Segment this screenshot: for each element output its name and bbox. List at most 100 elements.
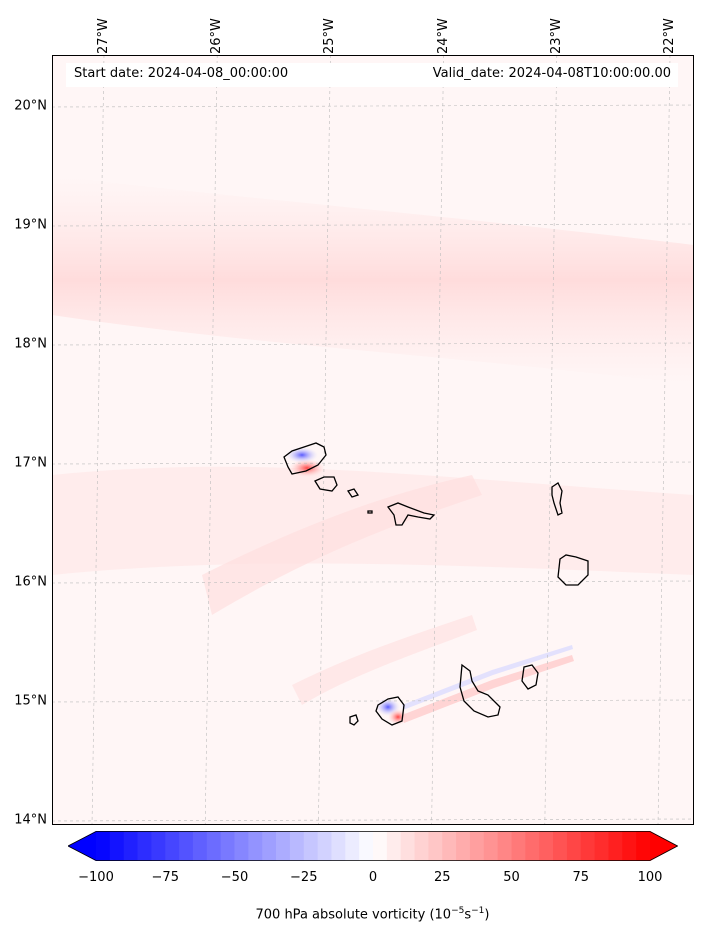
colorbar-segment <box>289 831 305 861</box>
island-santa-luzia <box>346 488 360 498</box>
colorbar-segment <box>456 831 471 861</box>
colorbar-outline <box>68 831 678 861</box>
vorticity-streak-1 <box>202 475 482 615</box>
dipole-red-north <box>289 459 325 477</box>
island-sal <box>551 482 563 516</box>
colorbar-segment <box>248 831 263 861</box>
lon-label: 22°W <box>662 18 677 54</box>
colorbar-segment <box>96 831 111 861</box>
lon-label: 27°W <box>96 18 111 54</box>
map-border <box>52 55 694 825</box>
colorbar-label-exp1: −5 <box>451 906 465 916</box>
colorbar-segment <box>359 831 374 861</box>
parallel-gridline <box>52 461 694 465</box>
colorbar-segment <box>137 831 152 861</box>
colorbar-segment <box>594 831 609 861</box>
start-date-label: Start date: 2024-04-08_00:00:00 <box>74 66 289 81</box>
colorbar-segment <box>165 831 180 861</box>
valid-date-label: Valid_date: 2024-04-08T10:00:00.00 <box>432 66 671 81</box>
colorbar-max-extend <box>650 831 678 861</box>
island-boa-vista <box>557 554 589 586</box>
coastlines <box>283 442 589 726</box>
colorbar-tick-label: 0 <box>368 870 378 885</box>
colorbar-label-mid: s <box>464 907 472 923</box>
island-maio <box>521 664 539 690</box>
island-sao-vicente <box>314 476 338 492</box>
parallel-gridline <box>52 342 694 346</box>
island-fogo <box>375 696 405 726</box>
colorbar-segment <box>497 831 512 861</box>
lat-label: 17°N <box>14 455 47 471</box>
colorbar-tick-label: −50 <box>220 870 249 885</box>
island-sao-nicolau <box>386 502 436 526</box>
colorbar-segment <box>483 831 499 861</box>
colorbar-segment <box>317 831 332 861</box>
parallel-gridline <box>52 223 694 227</box>
colorbar-tick-label: −75 <box>151 870 179 885</box>
colorbar <box>68 831 678 861</box>
colorbar-tick-label: −100 <box>78 870 114 885</box>
colorbar-segment <box>303 831 319 861</box>
island-santo-antao <box>283 442 327 475</box>
colorbar-segment <box>636 831 651 861</box>
colorbar-segment <box>566 831 582 861</box>
colorbar-segment <box>525 831 540 861</box>
colorbar-segment <box>373 831 388 861</box>
colorbar-segment <box>109 831 125 861</box>
parallel-gridline <box>52 104 694 108</box>
colorbar-segment <box>622 831 637 861</box>
vorticity-band-upper <box>52 175 694 385</box>
colorbar-segment <box>123 831 139 861</box>
meridian-gridline <box>204 55 218 825</box>
colorbar-segment <box>151 831 166 861</box>
colorbar-segment <box>220 831 235 861</box>
colorbar-segment <box>386 831 402 861</box>
colorbar-tick-label: 75 <box>572 870 590 885</box>
colorbar-segment <box>179 831 194 861</box>
lon-label: 26°W <box>209 18 225 54</box>
colorbar-segment <box>580 831 596 861</box>
colorbar-segment <box>539 831 554 861</box>
colorbar-segment <box>192 831 208 861</box>
lat-label: 15°N <box>14 693 47 709</box>
meridian-gridline <box>91 55 105 825</box>
lat-label: 14°N <box>14 812 47 828</box>
meridian-gridline <box>318 55 331 825</box>
colorbar-tick-label: −25 <box>290 870 318 885</box>
vorticity-streak-2 <box>292 615 477 705</box>
parallel-gridline <box>52 580 694 584</box>
colorbar-segment <box>414 831 429 861</box>
header-box <box>66 63 678 87</box>
map-panel <box>52 55 694 825</box>
colorbar-label-main: 700 hPa absolute vorticity (10 <box>255 907 452 923</box>
lon-label: 23°W <box>548 18 564 54</box>
colorbar-segment <box>400 831 416 861</box>
colorbar-segment <box>608 831 623 861</box>
lat-label: 20°N <box>14 98 47 114</box>
colorbar-label-exp2: −1 <box>471 906 485 916</box>
colorbar-segment <box>345 831 360 861</box>
colorbar-min-extend <box>68 831 96 861</box>
meridian-gridline <box>657 55 671 825</box>
lon-label: 25°W <box>322 18 338 54</box>
colorbar-segment <box>469 831 485 861</box>
parallel-gridline <box>52 818 694 822</box>
colorbar-tick-label: 100 <box>637 870 663 885</box>
colorbar-tick-label: 50 <box>503 870 520 885</box>
colorbar-segment <box>331 831 346 861</box>
colorbar-segment <box>276 831 291 861</box>
meridian-gridline <box>431 55 444 825</box>
island-brava <box>349 714 359 726</box>
colorbar-segment <box>206 831 222 861</box>
colorbar-segment <box>234 831 249 861</box>
colorbar-segment <box>553 831 568 861</box>
colorbar-segment <box>511 831 526 861</box>
island-santiago <box>459 663 501 718</box>
meridian-gridline <box>544 55 558 825</box>
field-background <box>52 55 694 825</box>
colorbar-segment <box>428 831 443 861</box>
colorbar-segment <box>442 831 457 861</box>
lat-label: 18°N <box>14 336 47 352</box>
colorbar-label-end: ) <box>484 907 490 923</box>
lat-label: 19°N <box>14 217 47 233</box>
